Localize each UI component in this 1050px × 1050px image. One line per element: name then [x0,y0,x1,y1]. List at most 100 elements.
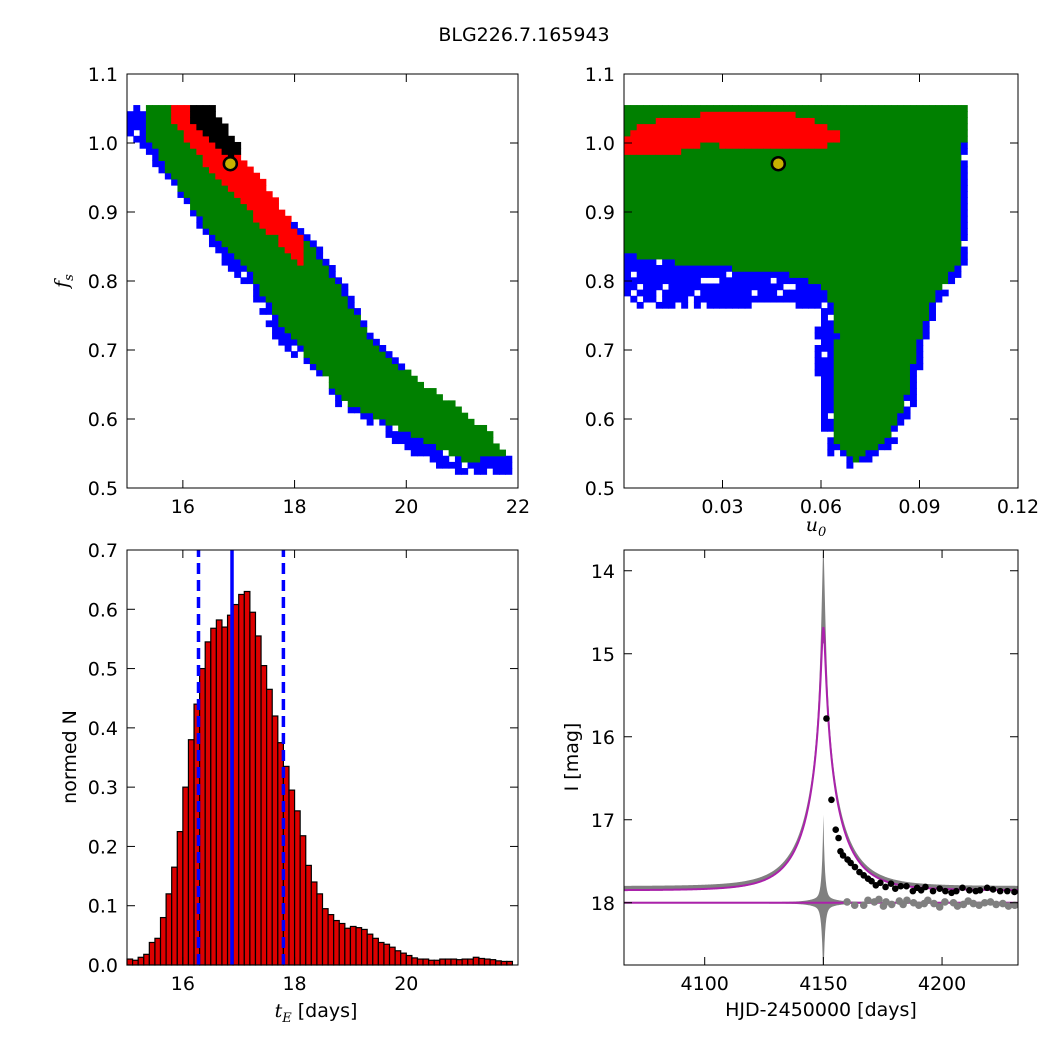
heatmap-cell [840,375,848,383]
heatmap-cell [890,141,898,149]
heatmap-cell [795,258,803,266]
heatmap-cell [935,234,943,241]
heatmap-cell [448,461,456,469]
heatmap-cell [693,185,701,192]
heatmap-cell [833,437,841,445]
heatmap-cell [227,221,235,229]
heatmap-cell [782,277,790,285]
heatmap-cell [878,271,886,278]
heatmap-cell [398,388,406,395]
heatmap-cell [360,351,368,358]
heatmap-cell [316,258,324,266]
heatmap-cell [827,141,835,149]
heatmap-cell [732,295,739,303]
heatmap-cell [852,443,860,451]
heatmap-cell [852,191,860,198]
heatmap-cell [821,320,828,328]
heatmap-cell [246,166,254,174]
heatmap-cell [732,283,739,291]
heatmap-cell [693,277,701,285]
heatmap-cell [801,295,809,303]
heatmap-cell [878,141,886,149]
heatmap-cell [833,148,841,155]
heatmap-cell [309,277,317,285]
heatmap-cell [922,320,930,328]
data-point [996,887,1004,895]
heatmap-cell [859,394,867,401]
heatmap-cell [253,215,261,223]
heatmap-cell [398,431,406,438]
heatmap-cell [706,185,714,192]
heatmap-cell [878,178,886,186]
heatmap-cell [322,369,330,377]
heatmap-cell [852,314,860,321]
heatmap-cell [171,160,179,168]
heatmap-cell [795,154,803,162]
heatmap-cell [636,203,644,211]
histogram-bar [165,893,173,966]
heatmap-cell [668,271,676,278]
heatmap-cell [171,111,179,118]
heatmap-cell [929,289,936,297]
heatmap-cell [674,185,682,192]
heatmap-cell [234,154,242,162]
heatmap-cell [878,320,886,328]
heatmap-cell [738,105,746,112]
heatmap-cell [827,166,835,174]
heatmap-cell [865,135,873,143]
heatmap-cell [763,283,771,291]
heatmap-cell [821,406,828,414]
heatmap-cell [890,215,898,223]
heatmap-cell [865,209,873,217]
heatmap-cell [215,234,223,241]
heatmap-cell [814,178,822,186]
heatmap-cell [272,271,279,278]
heatmap-cell [878,123,886,131]
heatmap-cell [770,191,778,198]
heatmap-cell [935,240,943,248]
heatmap-cell [328,314,336,321]
heatmap-cell [751,203,759,211]
heatmap-cell [687,123,695,131]
histogram-bar [321,908,329,966]
heatmap-cell [827,320,835,328]
heatmap-cell [960,178,968,186]
heatmap-cell [410,431,418,438]
heatmap-cell [398,418,406,426]
heatmap-cell [789,141,797,149]
heatmap-cell [789,234,797,241]
heatmap-cell [398,424,406,432]
data-point [983,884,991,892]
heatmap-cell [801,191,809,198]
heatmap-cell [429,437,437,445]
heatmap-cell [948,271,956,278]
heatmap-cell [687,215,695,223]
heatmap-cell [859,154,867,162]
heatmap-cell [935,154,943,162]
heatmap-cell [884,443,892,451]
heatmap-cell [782,105,790,112]
heatmap-cell [322,320,330,328]
heatmap-cell [297,252,305,260]
heatmap-cell [865,424,873,432]
heatmap-cell [649,228,657,235]
heatmap-cell [846,129,854,137]
heatmap-cell [833,178,841,186]
heatmap-cell [712,203,720,211]
heatmap-cell [624,283,631,291]
heatmap-cell [265,320,273,328]
heatmap-cell [821,197,828,205]
heatmap-cell [795,221,803,229]
heatmap-cell [328,363,336,371]
heatmap-cell [916,289,924,297]
histogram-bar [305,864,312,966]
heatmap-cell [852,449,860,457]
heatmap-cell [890,246,898,254]
heatmap-cell [158,154,166,162]
heatmap-cell [643,234,651,241]
heatmap-cell [649,197,657,205]
histogram-bar [293,810,301,966]
heatmap-cell [916,141,924,149]
heatmap-cell [903,381,911,389]
heatmap-cell [935,228,943,235]
